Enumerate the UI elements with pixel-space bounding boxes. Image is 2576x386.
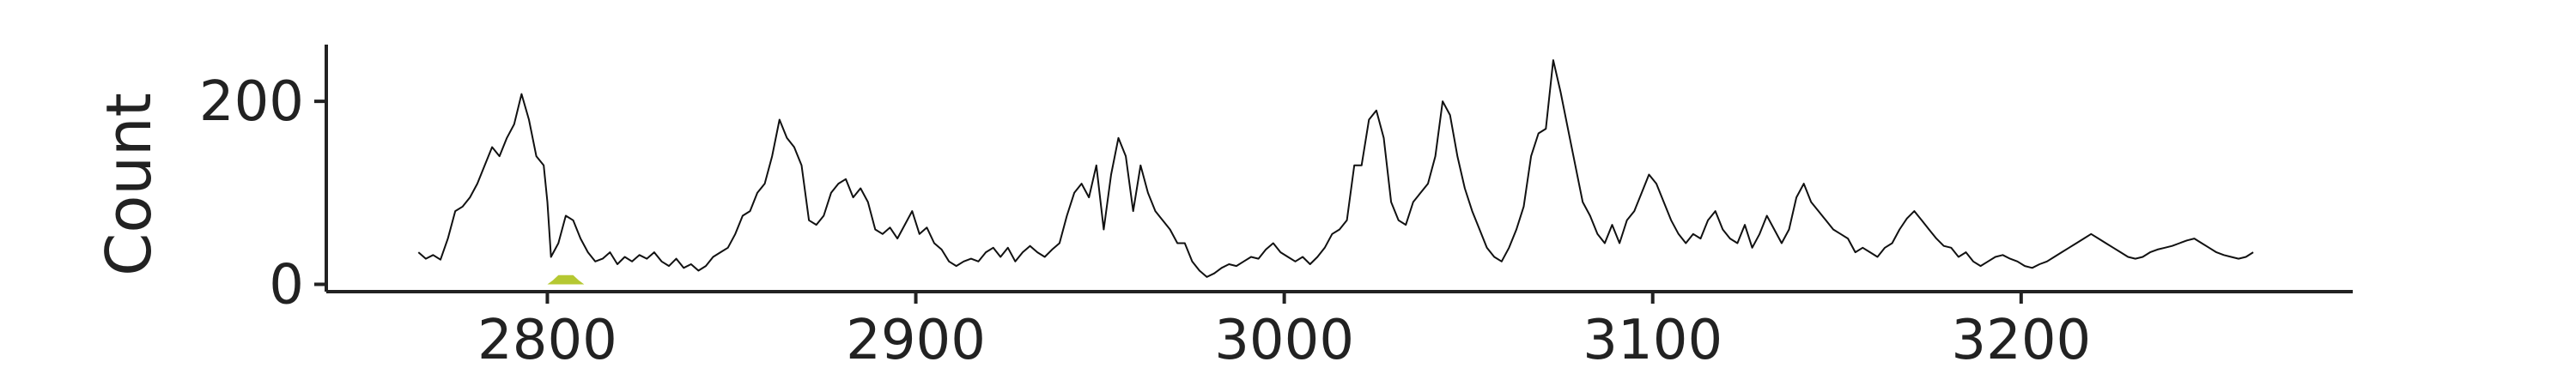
y-tick-label: 0 — [269, 253, 304, 317]
y-axis-title: Count — [93, 93, 165, 276]
peak-marker-1 — [547, 274, 585, 285]
axes: 2800 2900 3000 3100 3200 0 200 — [199, 45, 2353, 372]
series-line-1 — [417, 59, 2254, 278]
x-tick-label: 2800 — [477, 309, 617, 372]
x-tick-label: 3200 — [1951, 309, 2091, 372]
x-tick-label: 3100 — [1583, 309, 1722, 372]
x-tick-label: 3000 — [1214, 309, 1354, 372]
plot-area — [417, 59, 2254, 285]
y-tick-label: 200 — [199, 70, 304, 134]
x-tick-label: 2900 — [846, 309, 986, 372]
